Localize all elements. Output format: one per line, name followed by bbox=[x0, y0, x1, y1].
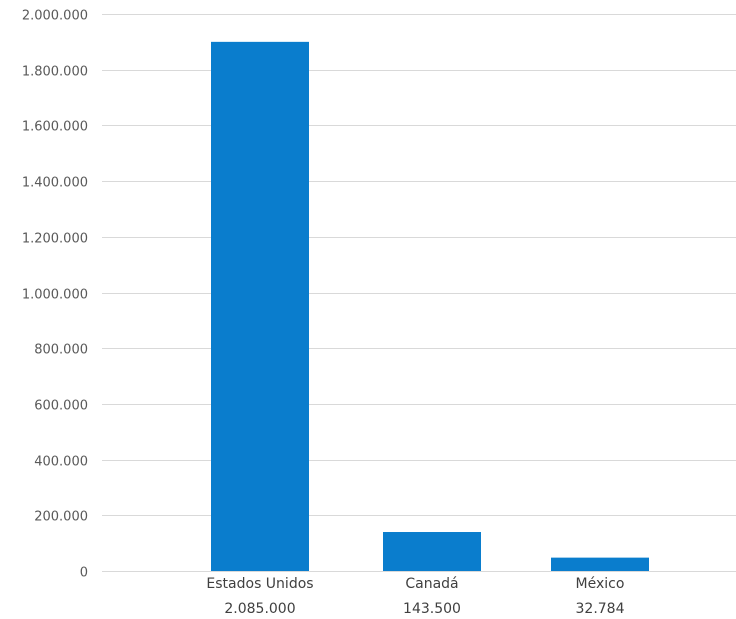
y-tick-label: 1.400.000 bbox=[22, 176, 88, 191]
y-tick-label: 0 bbox=[80, 566, 88, 581]
y-tick-label: 1.200.000 bbox=[22, 232, 88, 247]
bars bbox=[211, 41, 649, 572]
category-label: Estados Unidos bbox=[206, 576, 313, 592]
y-tick-label: 800.000 bbox=[34, 343, 88, 358]
category-label: Canadá bbox=[405, 576, 458, 592]
y-tick-label: 2.000.000 bbox=[22, 9, 88, 24]
gridlines bbox=[102, 14, 736, 572]
y-tick-label: 400.000 bbox=[34, 455, 88, 470]
bar bbox=[211, 41, 309, 572]
y-axis-tick-labels: 0 200.000 400.000 600.000 800.000 1.000.000 1.… bbox=[22, 9, 88, 581]
y-tick-label: 1.800.000 bbox=[22, 65, 88, 80]
category-labels: Estados Unidos Canadá México bbox=[206, 576, 624, 592]
value-label: 32.784 bbox=[576, 601, 625, 617]
y-tick-label: 1.600.000 bbox=[22, 120, 88, 135]
category-label: México bbox=[576, 576, 625, 592]
value-label: 143.500 bbox=[403, 601, 461, 617]
y-tick-label: 200.000 bbox=[34, 510, 88, 525]
y-tick-label: 1.000.000 bbox=[22, 288, 88, 303]
y-tick-label: 600.000 bbox=[34, 399, 88, 414]
value-label: 2.085.000 bbox=[224, 601, 295, 617]
bar bbox=[551, 557, 649, 571]
bar bbox=[383, 532, 481, 571]
value-labels: 2.085.000 143.500 32.784 bbox=[224, 601, 624, 617]
